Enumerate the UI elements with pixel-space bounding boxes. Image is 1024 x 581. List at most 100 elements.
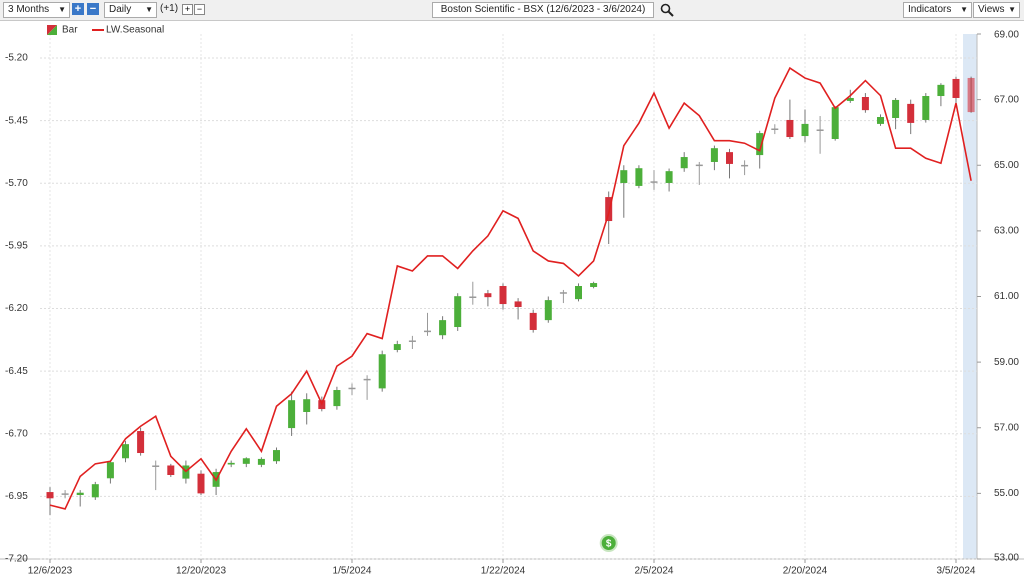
x-tick-label: 2/5/2024 [635, 566, 674, 577]
candle-body [348, 387, 356, 390]
indicators-text: Indicators [908, 4, 952, 15]
candle-body [786, 119, 794, 138]
y2-tick-label: 53.00 [994, 553, 1019, 564]
candle-body [242, 458, 250, 464]
y2-tick-label: 61.00 [994, 291, 1019, 302]
zoom-in[interactable]: + [72, 3, 84, 15]
candle-body [952, 78, 960, 98]
x-tick-label: 2/20/2024 [783, 566, 828, 577]
candle-body [559, 292, 567, 294]
candle-body [726, 152, 733, 164]
candle-body [152, 465, 160, 467]
candle-body [529, 312, 537, 330]
candle-body [137, 431, 145, 454]
x-tick-label: 12/20/2023 [176, 566, 226, 577]
zoom-out[interactable]: − [87, 3, 99, 15]
candle-body [499, 286, 507, 305]
candle-body [122, 444, 129, 459]
toolbar: 3 Months ▼ + − Daily ▼ (+1) + − Boston Sci… [0, 0, 1024, 21]
candle-body [303, 399, 311, 412]
candle-body [620, 170, 628, 183]
y-tick-label: -6.70 [5, 428, 28, 439]
candle-body [907, 103, 915, 123]
candle-body [288, 400, 296, 429]
candle-body [408, 340, 416, 342]
grid [40, 34, 977, 560]
candle-body [106, 462, 114, 479]
candle-body [167, 465, 175, 475]
candle-body [469, 296, 477, 298]
offset-minus[interactable]: − [194, 4, 205, 15]
legend-label: Bar [62, 25, 78, 36]
y-tick-label: -6.95 [5, 491, 28, 502]
y-tick-label: -5.20 [5, 53, 28, 64]
y2-tick-label: 55.00 [994, 488, 1019, 499]
interval-text: Daily [109, 4, 132, 15]
dropdown-arrow: ▼ [58, 5, 66, 14]
y2-tick-label: 67.00 [994, 94, 1019, 105]
range-text: 3 Months [8, 4, 50, 15]
candle-body [831, 107, 839, 139]
y-tick-label: -7.20 [5, 554, 28, 565]
candle-body [544, 300, 552, 321]
interval-select[interactable]: Daily ▼ [104, 2, 157, 18]
views-text: Views [978, 4, 1005, 15]
candle-body [816, 129, 824, 131]
candle-body [861, 97, 869, 111]
views-menu[interactable]: Views ▼ [973, 2, 1020, 18]
candle-body [273, 450, 280, 462]
candle-body [575, 286, 582, 300]
y-tick-label: -5.45 [5, 115, 28, 126]
candle-body [257, 458, 265, 465]
line-series [49, 66, 972, 510]
candle-body [197, 473, 205, 494]
dropdown-arrow: ▼ [145, 5, 153, 14]
chart: -5.20 -5.45 -5.70 -5.95 -6.20 -6.45 -6.70 -6.95… [0, 25, 1024, 577]
y-tick-label: -5.95 [5, 241, 28, 252]
candle-body [922, 96, 930, 120]
candle-body [801, 123, 809, 137]
dropdown-arrow: ▼ [960, 5, 968, 14]
candle-body [454, 296, 462, 328]
candle-body [756, 133, 764, 156]
candle-body [650, 181, 658, 183]
candle-body [710, 148, 718, 162]
candle-body [892, 99, 900, 118]
candle-body [605, 197, 613, 222]
candle-body [393, 344, 401, 350]
candle-body [363, 378, 371, 381]
candle-body [937, 84, 945, 97]
candle-body [439, 320, 447, 336]
candle-body [741, 164, 749, 167]
candle-body [771, 128, 779, 130]
candle-body [967, 77, 975, 113]
candle-body [484, 293, 492, 298]
range-select[interactable]: 3 Months ▼ [3, 2, 70, 18]
current-bar-highlight [963, 34, 977, 559]
legend-label: LW.Seasonal [106, 25, 164, 36]
candle-body [46, 492, 54, 499]
candle-body [514, 301, 522, 307]
y-tick-label: -5.70 [5, 178, 28, 189]
symbol-field[interactable]: Boston Scientific - BSX (12/6/2023 - 3/6… [432, 2, 654, 18]
offset-text: (+1) [160, 3, 179, 14]
dropdown-arrow: ▼ [1008, 5, 1016, 14]
candle-body [378, 354, 386, 389]
x-tick-label: 1/5/2024 [333, 566, 372, 577]
y2-tick-label: 59.00 [994, 357, 1019, 368]
candle-body [695, 164, 703, 167]
search-icon[interactable] [660, 3, 674, 17]
candle-body [680, 157, 688, 169]
legend-swatch [47, 25, 57, 35]
candle-body [590, 283, 598, 287]
y2-tick-label: 57.00 [994, 422, 1019, 433]
y2-tick-label: 63.00 [994, 226, 1019, 237]
offset-plus[interactable]: + [182, 4, 193, 15]
candle-body [91, 484, 99, 498]
candle-body [877, 117, 884, 124]
symbol-text: Boston Scientific - BSX (12/6/2023 - 3/6… [440, 4, 646, 15]
y2-tick-label: 65.00 [994, 160, 1019, 171]
x-tick-label: 3/5/2024 [937, 566, 976, 577]
indicators-menu[interactable]: Indicators ▼ [903, 2, 972, 18]
